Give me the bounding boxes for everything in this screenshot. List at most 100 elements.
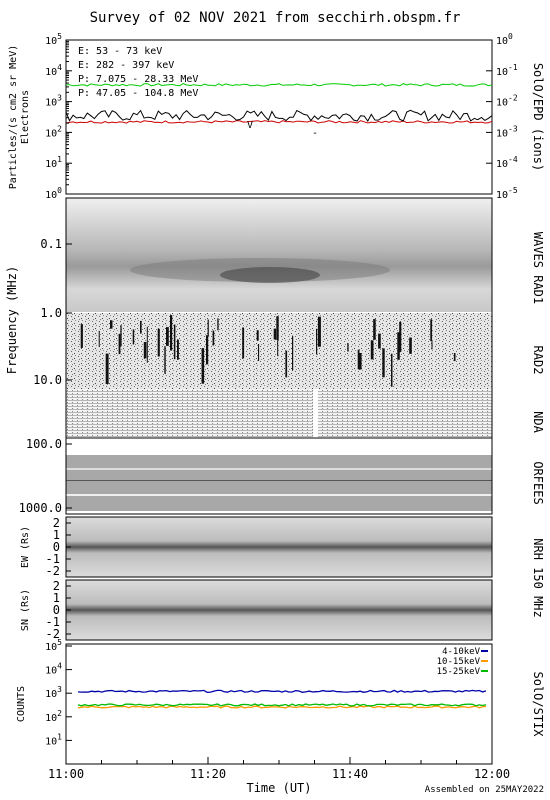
rad2-burst (409, 337, 412, 354)
rad2-burst (276, 316, 279, 340)
stix-series-line-2 (77, 703, 487, 707)
epd-legend-entry: E: 53 - 73 keV (78, 46, 162, 57)
rad2-image (66, 313, 492, 389)
radio-ylabel: Frequency (MHz) (5, 266, 19, 374)
stix-ytick-label: 103 (45, 685, 62, 700)
label-rad2: RAD2 (531, 346, 545, 375)
rad2-burst (166, 327, 169, 346)
nrh-ytick-label: 0 (53, 540, 60, 554)
rad2-burst (430, 319, 433, 342)
stix-ylabel-right: SolO/STIX (531, 671, 545, 737)
rad2-burst (212, 330, 215, 346)
rad2-burst (132, 329, 135, 345)
epd-series-line-2 (65, 109, 493, 122)
rad2-burst (378, 333, 381, 349)
rad2-burst (118, 333, 121, 355)
stix-legend-entry: 4-10keV (442, 647, 481, 657)
rad2-burst (373, 319, 376, 340)
rad2-burst (397, 332, 400, 360)
rad2-burst (382, 348, 385, 378)
footer-assembled: Assembled on 25MAY2022 (425, 785, 544, 795)
orfees-line-3 (66, 494, 492, 496)
epd-yticks-right: 10-5 10-4 10-3 10-2 10-1 100 (486, 32, 518, 201)
stix-ytick-label: 105 (45, 638, 62, 653)
nrh-ytick-label: 0 (53, 603, 60, 617)
epd-series-line-1 (65, 120, 493, 124)
epd-ylabel-right: SolO/EPD (ions) (531, 63, 545, 171)
rad2-burst (98, 330, 100, 347)
rad2-burst (273, 328, 277, 340)
stix-series-group (77, 689, 487, 709)
rad2-burst (120, 325, 122, 347)
epd-ylabel: Particles/(s cm2 sr MeV) (8, 45, 19, 190)
stix-ytick-label: 101 (45, 732, 62, 747)
x-axis-label: Time (UT) (246, 781, 311, 795)
rad1-image (66, 198, 492, 312)
rad2-burst (358, 353, 362, 370)
radio-ytick-label: 1000.0 (19, 501, 62, 515)
rad1-emission-core (220, 267, 320, 283)
epd-ytick-right-label: 10-5 (496, 186, 518, 201)
x-tick-label: 11:00 (48, 767, 84, 781)
rad2-burst (453, 353, 456, 362)
epd-series-line-0 (65, 83, 493, 87)
rad2-burst (217, 318, 219, 331)
rad2-burst (347, 343, 349, 352)
epd-yticks: 100 101 102 103 104 105 (45, 32, 72, 201)
x-tick-label: 12:00 (474, 767, 510, 781)
rad2-burst (110, 320, 113, 329)
nrh-sn-ylabel: SN (Rs) (20, 589, 31, 631)
epd-ytick-label: 104 (45, 63, 62, 78)
orfees-image (66, 455, 492, 511)
rad2-burst (258, 344, 260, 361)
nrh-ytick-label: -1 (46, 615, 60, 629)
label-nrh: NRH 150 MHz (531, 538, 545, 617)
orfees-line (66, 468, 492, 470)
label-orfees: ORFEES (531, 461, 545, 504)
epd-frame (65, 39, 493, 195)
epd-ytick-label: 105 (45, 32, 62, 47)
epd-ytick-right-label: 10-4 (496, 155, 518, 170)
rad2-burst (431, 341, 433, 350)
stix-ytick-label: 102 (45, 709, 62, 724)
rad2-burst (173, 324, 176, 360)
rad2-burst (177, 339, 179, 360)
radio-panel: 0.1 1.0 10.0 100.0 1000.0 Frequency (MHz) WA… (5, 197, 545, 515)
rad2-burst (317, 316, 321, 347)
rad2-burst (391, 353, 393, 387)
epd-ylabel-2: Electrons (20, 90, 31, 144)
epd-series-group: V- (65, 83, 493, 139)
radio-ytick-label: 10.0 (33, 373, 62, 387)
epd-legend-entry: E: 282 - 397 keV (78, 60, 174, 71)
rad2-burst (206, 335, 209, 365)
rad2-burst (285, 350, 288, 378)
rad2-burst (242, 327, 245, 359)
nrh-ytick-label: 1 (53, 528, 60, 542)
nrh-sn-image (66, 580, 492, 640)
epd-ytick-label: 101 (45, 155, 62, 170)
epd-ytick-right-label: 100 (496, 32, 513, 47)
nda-gap (313, 389, 318, 437)
nrh-ytick-label: -1 (46, 552, 60, 566)
label-nda: NDA (531, 411, 545, 433)
rad2-burst (207, 319, 209, 337)
epd-ytick-right-label: 10-2 (496, 94, 518, 109)
radio-ytick-label: 100.0 (26, 437, 62, 451)
x-tick-label: 11:20 (190, 767, 226, 781)
rad2-burst (399, 321, 402, 353)
nrh-ew-image (66, 517, 492, 577)
x-tick-label: 11:40 (332, 767, 368, 781)
nrh-ytick-label: 2 (53, 579, 60, 593)
rad2-burst (105, 353, 109, 384)
epd-ytick-right-label: 10-1 (496, 63, 518, 78)
rad2-burst (80, 324, 83, 348)
radio-ytick-label: 1.0 (40, 306, 62, 320)
epd-ytick-label: 100 (45, 186, 62, 201)
rad2-burst (316, 328, 318, 355)
stix-ytick-label: 104 (45, 662, 62, 677)
